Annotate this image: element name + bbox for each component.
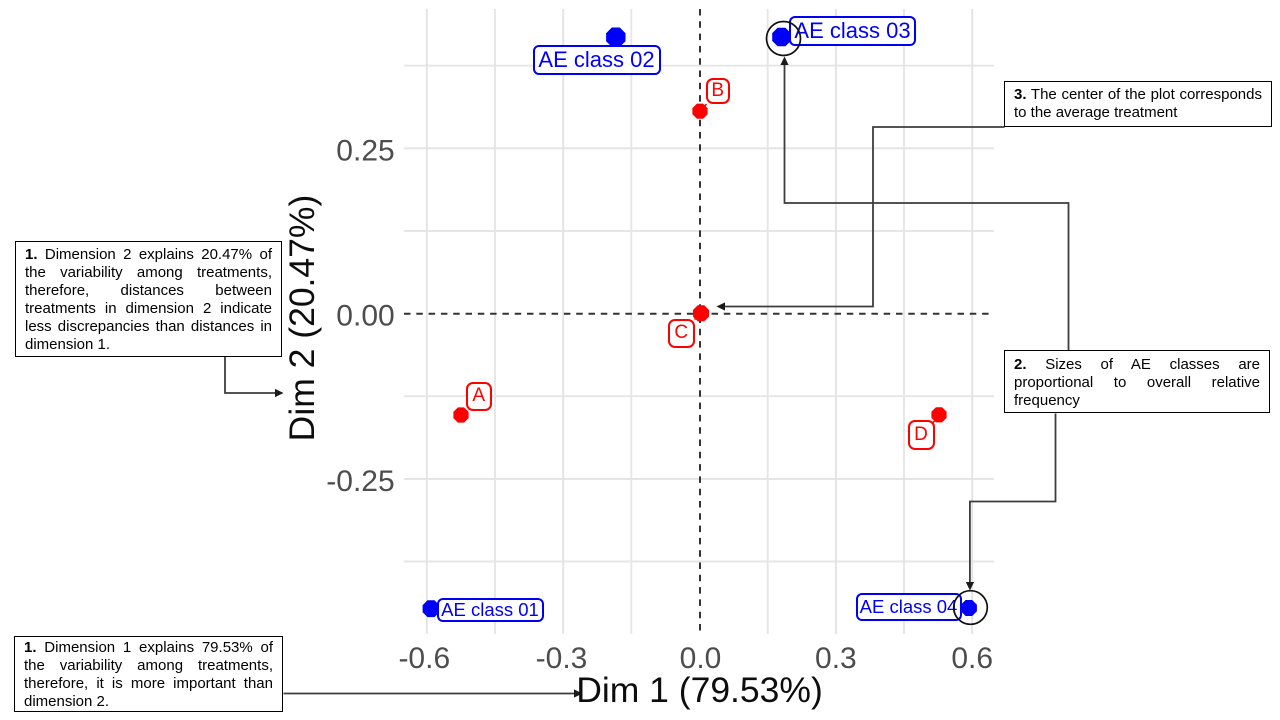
svg-text:Dim 1 (79.53%): Dim 1 (79.53%) xyxy=(576,670,823,710)
svg-text:0.6: 0.6 xyxy=(951,642,993,675)
svg-text:0.0: 0.0 xyxy=(680,642,722,675)
svg-text:-0.3: -0.3 xyxy=(536,642,588,675)
svg-text:-0.25: -0.25 xyxy=(326,465,394,498)
svg-text:Dim 2 (20.47%): Dim 2 (20.47%) xyxy=(282,195,322,442)
svg-text:0.25: 0.25 xyxy=(336,134,394,167)
svg-text:0.00: 0.00 xyxy=(336,300,394,333)
svg-text:0.3: 0.3 xyxy=(815,642,857,675)
svg-text:-0.6: -0.6 xyxy=(398,642,450,675)
